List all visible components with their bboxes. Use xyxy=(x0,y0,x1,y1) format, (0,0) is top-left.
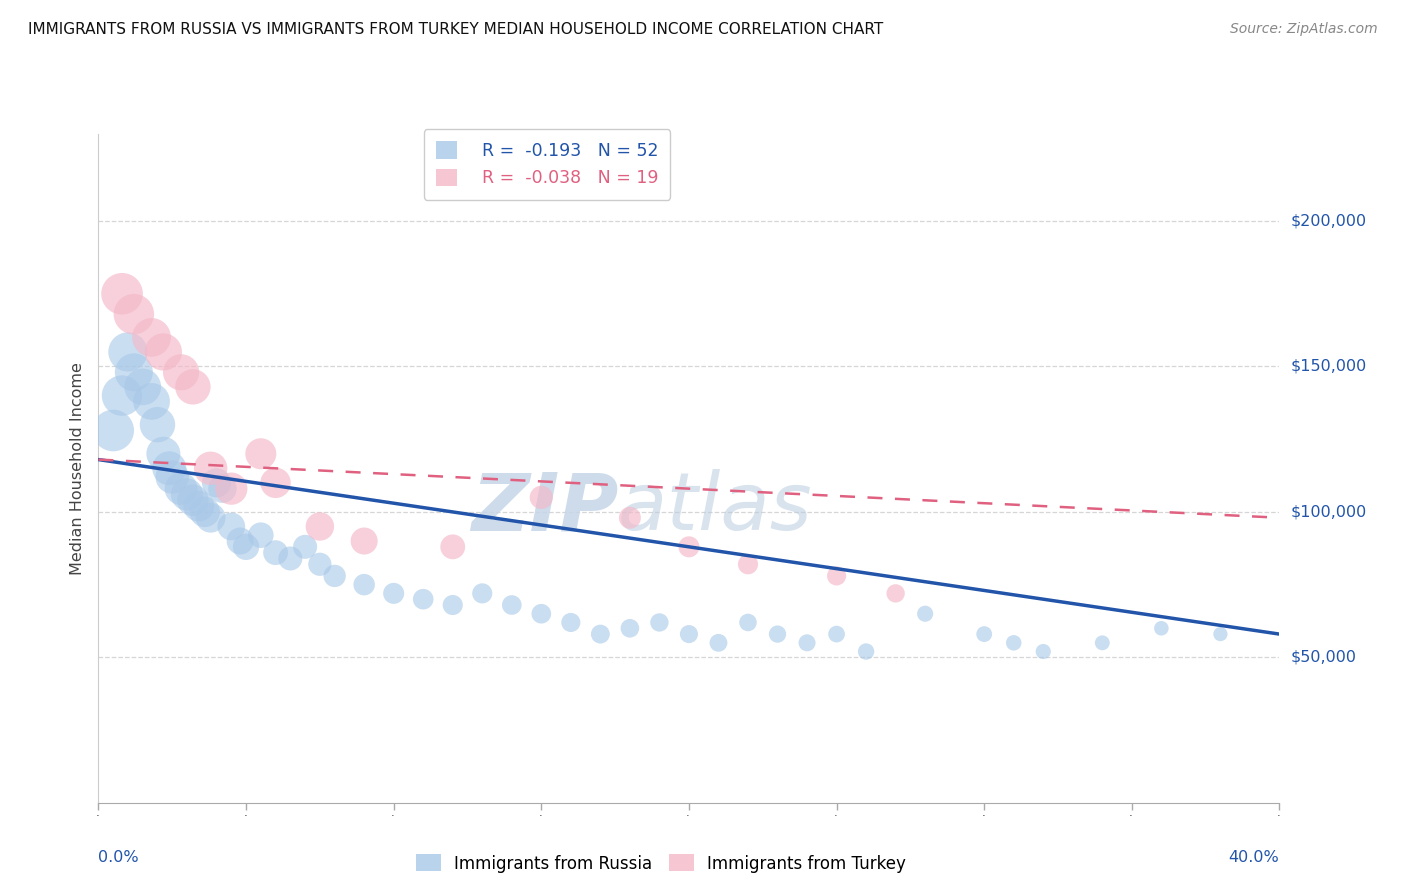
Point xyxy=(309,558,332,572)
Point xyxy=(152,447,174,461)
Point xyxy=(264,546,287,560)
Point xyxy=(353,534,375,549)
Point xyxy=(796,636,818,650)
Point xyxy=(141,394,163,409)
Point xyxy=(200,461,222,475)
Text: $150,000: $150,000 xyxy=(1291,359,1367,374)
Text: 0.0%: 0.0% xyxy=(98,849,139,864)
Point xyxy=(194,505,217,519)
Point xyxy=(152,345,174,359)
Point xyxy=(855,644,877,658)
Point xyxy=(707,636,730,650)
Point xyxy=(884,586,907,600)
Point xyxy=(264,475,287,490)
Point xyxy=(973,627,995,641)
Point xyxy=(181,493,204,508)
Point xyxy=(187,499,209,513)
Point xyxy=(162,470,183,484)
Point xyxy=(825,627,848,641)
Point xyxy=(111,388,134,402)
Point xyxy=(122,307,145,321)
Text: $50,000: $50,000 xyxy=(1291,650,1357,665)
Point xyxy=(219,482,242,496)
Point xyxy=(235,540,257,554)
Point xyxy=(1209,627,1232,641)
Point xyxy=(229,534,252,549)
Y-axis label: Median Household Income: Median Household Income xyxy=(69,362,84,574)
Point xyxy=(1032,644,1054,658)
Point xyxy=(501,598,523,612)
Text: $100,000: $100,000 xyxy=(1291,505,1367,519)
Point xyxy=(1002,636,1025,650)
Point xyxy=(737,615,759,630)
Point xyxy=(211,482,233,496)
Point xyxy=(353,577,375,591)
Point xyxy=(648,615,671,630)
Point xyxy=(219,519,242,533)
Point xyxy=(278,551,302,566)
Point xyxy=(132,380,155,394)
Point xyxy=(766,627,789,641)
Text: 40.0%: 40.0% xyxy=(1229,849,1279,864)
Point xyxy=(678,627,700,641)
Point xyxy=(619,510,641,524)
Point xyxy=(1091,636,1114,650)
Point xyxy=(441,598,464,612)
Point xyxy=(441,540,464,554)
Point xyxy=(678,540,700,554)
Point xyxy=(825,569,848,583)
Point xyxy=(176,487,198,501)
Point xyxy=(122,365,145,379)
Point xyxy=(200,510,222,524)
Point xyxy=(1150,621,1173,635)
Text: $200,000: $200,000 xyxy=(1291,213,1367,228)
Point xyxy=(294,540,316,554)
Point xyxy=(146,417,169,432)
Point xyxy=(471,586,494,600)
Point xyxy=(530,607,553,621)
Text: Source: ZipAtlas.com: Source: ZipAtlas.com xyxy=(1230,22,1378,37)
Point xyxy=(914,607,936,621)
Point xyxy=(250,447,273,461)
Point xyxy=(619,621,641,635)
Legend:   R =  -0.193   N = 52,   R =  -0.038   N = 19: R = -0.193 N = 52, R = -0.038 N = 19 xyxy=(425,129,671,200)
Text: ZIP: ZIP xyxy=(471,469,619,548)
Point xyxy=(412,592,434,607)
Point xyxy=(309,519,332,533)
Point xyxy=(111,286,134,301)
Point xyxy=(382,586,405,600)
Point xyxy=(141,330,163,344)
Point xyxy=(170,365,193,379)
Point xyxy=(737,558,759,572)
Point xyxy=(117,345,139,359)
Point xyxy=(157,461,180,475)
Point xyxy=(103,424,125,438)
Legend: Immigrants from Russia, Immigrants from Turkey: Immigrants from Russia, Immigrants from … xyxy=(409,847,912,880)
Point xyxy=(250,528,273,542)
Text: IMMIGRANTS FROM RUSSIA VS IMMIGRANTS FROM TURKEY MEDIAN HOUSEHOLD INCOME CORRELA: IMMIGRANTS FROM RUSSIA VS IMMIGRANTS FRO… xyxy=(28,22,883,37)
Point xyxy=(181,380,204,394)
Point xyxy=(589,627,612,641)
Point xyxy=(560,615,582,630)
Text: atlas: atlas xyxy=(619,469,813,548)
Point xyxy=(205,475,228,490)
Point xyxy=(323,569,346,583)
Point xyxy=(170,482,193,496)
Point xyxy=(530,491,553,505)
